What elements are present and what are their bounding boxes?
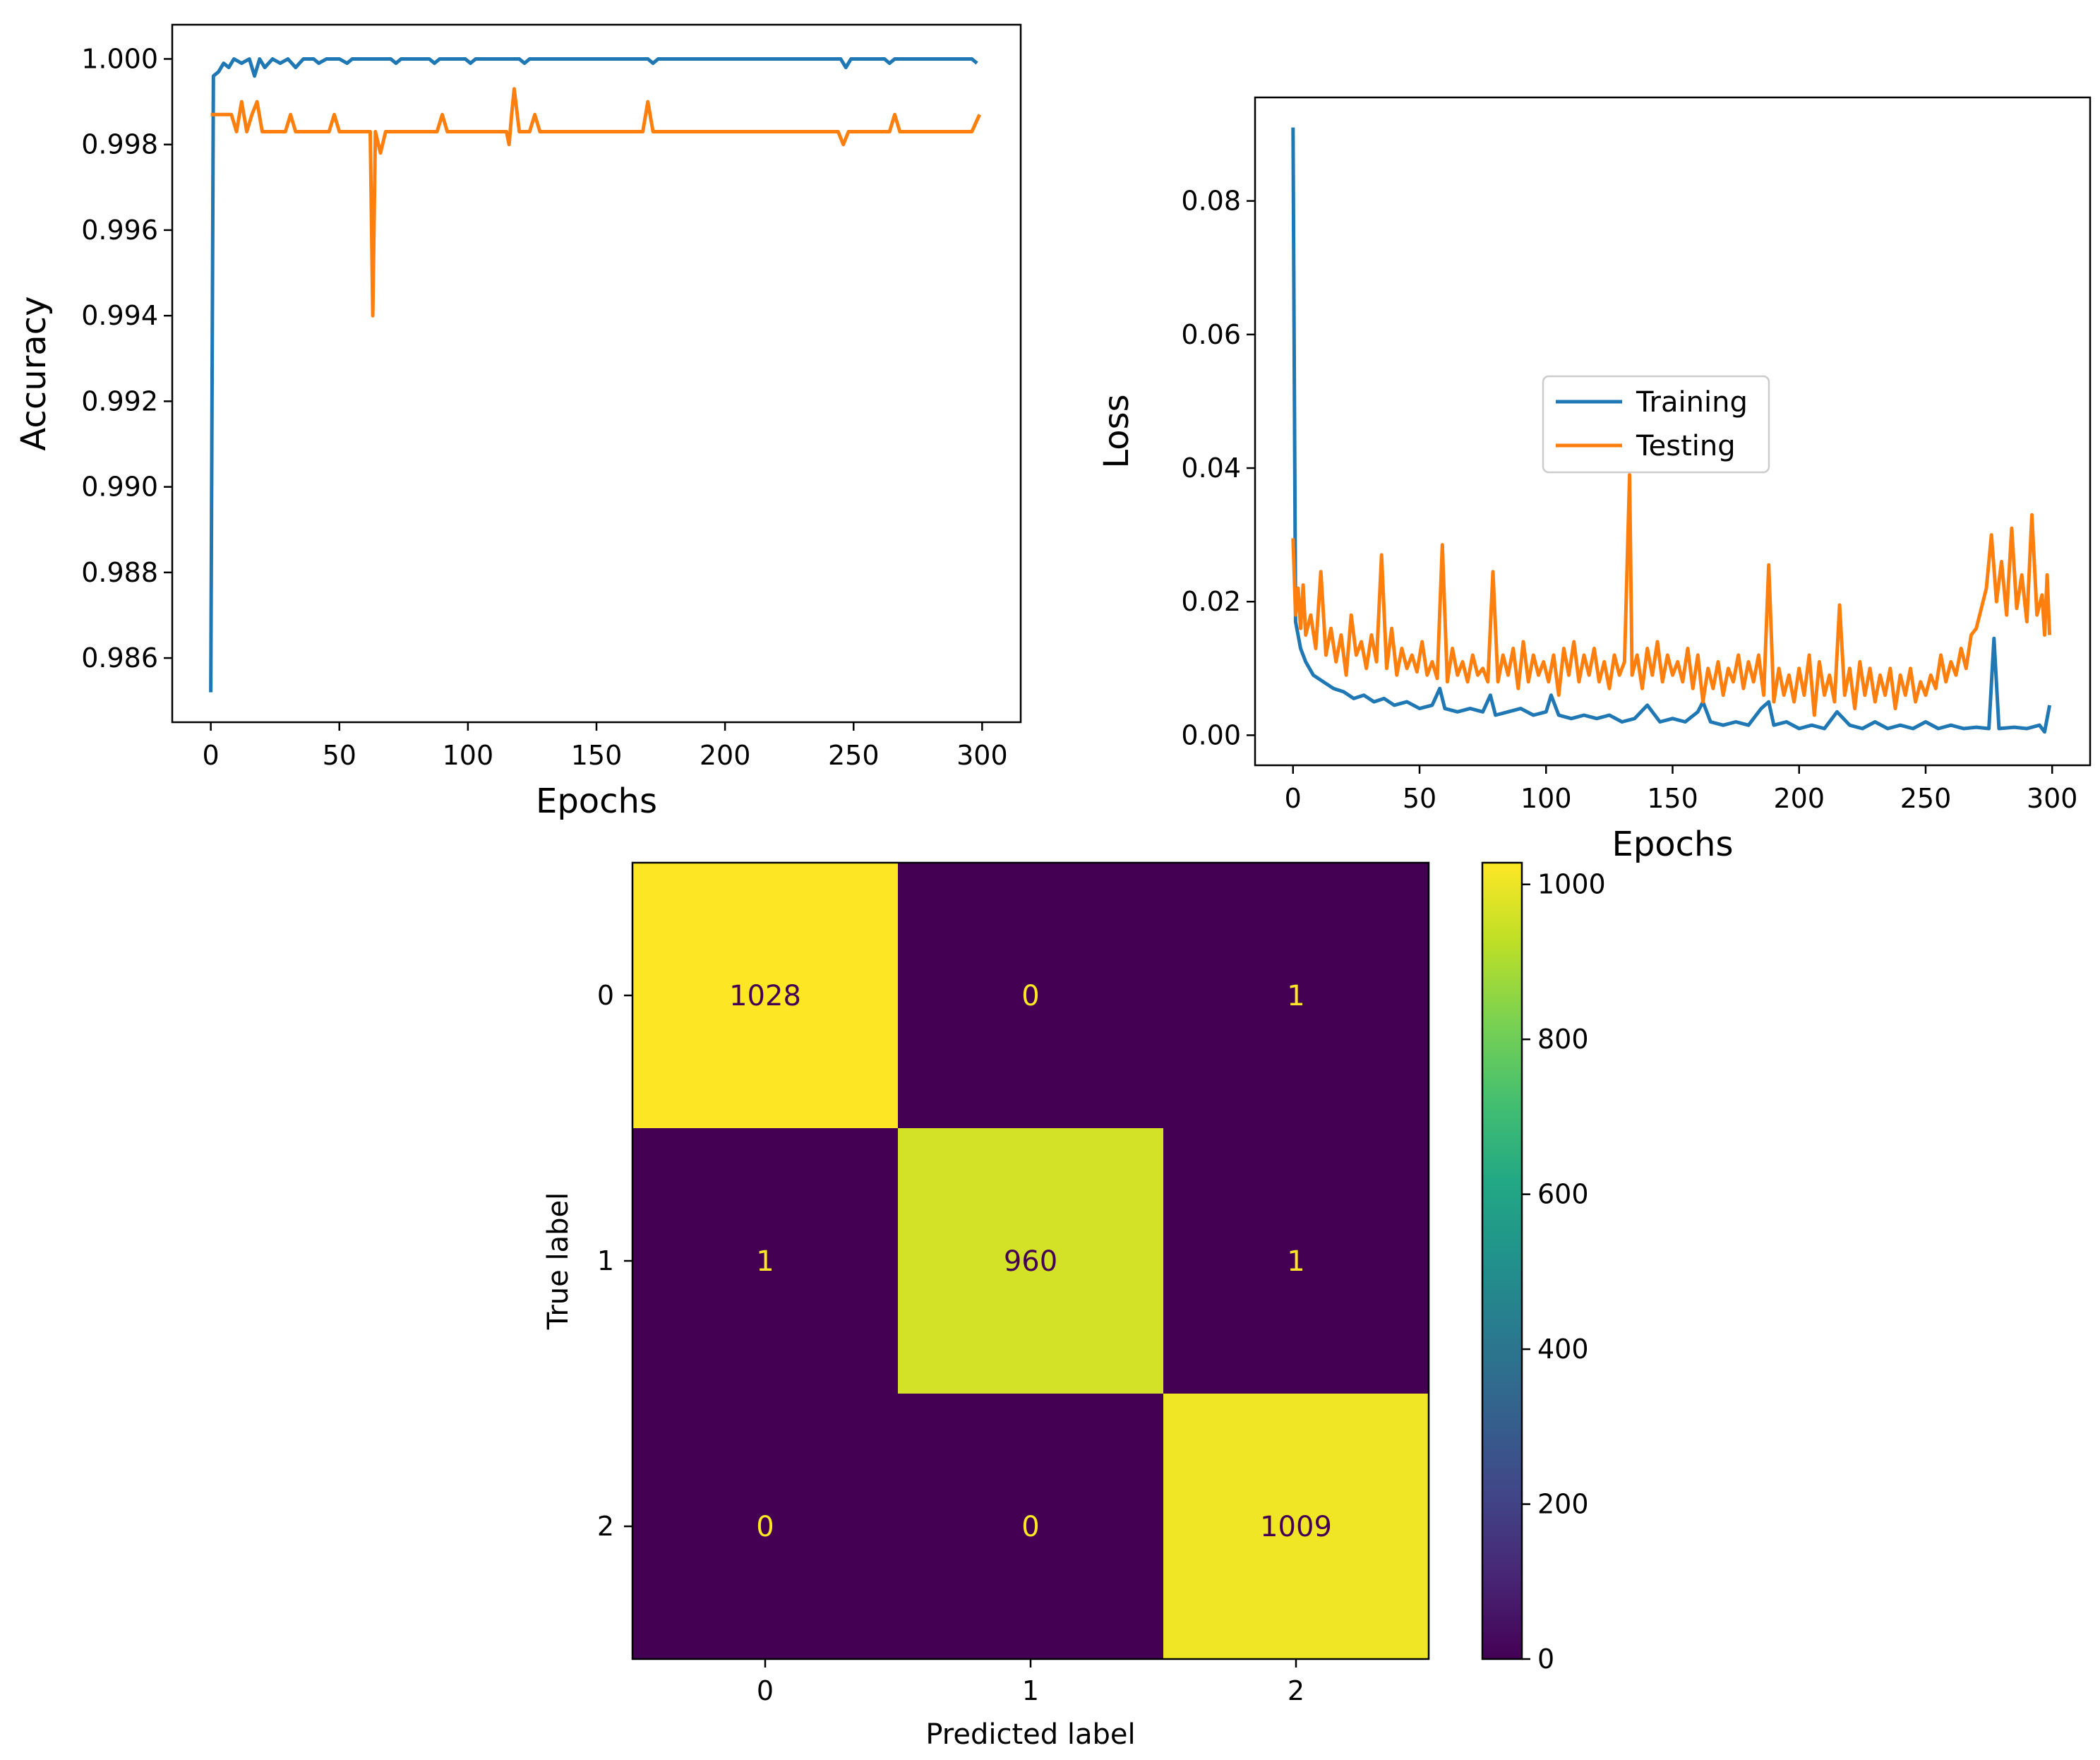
colorbar-tick-label: 1000 bbox=[1537, 869, 1606, 900]
x-tick-label: 300 bbox=[956, 740, 1008, 771]
series-line-training bbox=[209, 57, 978, 693]
x-axis-label: Epochs bbox=[1612, 825, 1734, 864]
y-tick-label: 0.00 bbox=[1181, 719, 1241, 750]
y-tick-label: 0.990 bbox=[81, 472, 158, 503]
x-tick-label: 300 bbox=[2027, 783, 2078, 814]
cell-value: 0 bbox=[1021, 1511, 1039, 1543]
matrix-cell bbox=[632, 1128, 899, 1394]
x-axis-label: Predicted label bbox=[925, 1718, 1135, 1751]
x-tick-label: 250 bbox=[1900, 783, 1952, 814]
colorbar-tick-label: 0 bbox=[1537, 1644, 1554, 1675]
x-tick-label: 100 bbox=[1520, 783, 1572, 814]
line-chart-loss: 0 50 100 150 200 250 300 0.00 0.02 0.04 0.06 0.08 Ep… bbox=[1097, 96, 2092, 864]
y-tick-label: 0 bbox=[597, 980, 614, 1011]
y-axis-label: True label bbox=[542, 1192, 575, 1330]
matrix-cell bbox=[1163, 863, 1429, 1129]
y-tick-label: 0.992 bbox=[81, 385, 158, 417]
legend-label-training: Training bbox=[1636, 386, 1748, 419]
y-axis-label: Loss bbox=[1097, 394, 1136, 468]
y-tick-label: 0.06 bbox=[1181, 319, 1241, 350]
matrix-cell bbox=[1163, 1394, 1429, 1660]
x-tick-label: 1 bbox=[1022, 1675, 1039, 1706]
cell-value: 1 bbox=[756, 1245, 774, 1278]
matrix-cell bbox=[632, 863, 899, 1129]
x-axis-label: Epochs bbox=[536, 782, 657, 821]
matrix-cell bbox=[898, 863, 1164, 1129]
cell-value: 1 bbox=[1287, 980, 1304, 1012]
cell-value: 1 bbox=[1287, 1245, 1304, 1278]
series-line-testing bbox=[210, 87, 981, 318]
x-tick-label: 0 bbox=[203, 740, 220, 771]
y-tick-label: 0.998 bbox=[81, 129, 158, 160]
x-tick-label: 50 bbox=[1403, 783, 1436, 814]
series-line-training bbox=[1291, 127, 2052, 734]
y-tick-label: 0.08 bbox=[1181, 186, 1241, 217]
line-chart-accuracy: 0 50 100 150 200 250 300 0.986 0.988 0.990 0.992 0.… bbox=[14, 23, 1022, 821]
matrix-cell bbox=[898, 1128, 1164, 1394]
legend-label-testing: Testing bbox=[1636, 430, 1736, 462]
series-line-testing bbox=[1291, 473, 2052, 717]
confusion-matrix: 1028 0 1 1 960 1 0 0 1009 0 1 2 0 1 2 Predicted label Tr… bbox=[542, 861, 1430, 1751]
x-tick-label: 100 bbox=[443, 740, 494, 771]
cell-value: 0 bbox=[1021, 980, 1039, 1012]
matrix-cell bbox=[632, 1394, 899, 1660]
cell-value: 1028 bbox=[729, 980, 801, 1012]
y-tick-label: 1 bbox=[597, 1245, 614, 1276]
x-tick-label: 50 bbox=[323, 740, 356, 771]
legend: Training Testing bbox=[1542, 375, 1770, 474]
x-tick-label: 200 bbox=[1773, 783, 1825, 814]
y-tick-label: 0.02 bbox=[1181, 586, 1241, 617]
x-tick-label: 2 bbox=[1288, 1675, 1304, 1706]
colorbar-tick-label: 800 bbox=[1537, 1024, 1589, 1055]
y-axis-label: Accuracy bbox=[14, 296, 54, 450]
cell-value: 1009 bbox=[1260, 1511, 1332, 1543]
cell-value: 960 bbox=[1004, 1245, 1057, 1278]
y-tick-label: 0.04 bbox=[1181, 453, 1241, 484]
y-tick-label: 0.994 bbox=[81, 300, 158, 331]
colorbar: 0 200 400 600 800 1000 bbox=[1481, 861, 1606, 1675]
x-tick-label: 150 bbox=[1647, 783, 1698, 814]
x-tick-label: 250 bbox=[828, 740, 880, 771]
x-tick-label: 0 bbox=[1285, 783, 1302, 814]
x-tick-label: 200 bbox=[700, 740, 751, 771]
matrix-cell bbox=[898, 1394, 1164, 1660]
y-tick-label: 0.986 bbox=[81, 642, 158, 674]
colorbar-tick-label: 200 bbox=[1537, 1489, 1589, 1520]
cell-value: 0 bbox=[756, 1511, 774, 1543]
y-tick-label: 2 bbox=[597, 1511, 614, 1542]
y-tick-label: 0.996 bbox=[81, 215, 158, 246]
y-tick-label: 0.988 bbox=[81, 557, 158, 588]
colorbar-tick-label: 600 bbox=[1537, 1179, 1589, 1210]
colorbar-tick-label: 400 bbox=[1537, 1334, 1589, 1365]
matrix-cell bbox=[1163, 1128, 1429, 1394]
colorbar-gradient bbox=[1481, 861, 1523, 1660]
x-tick-label: 0 bbox=[757, 1675, 774, 1706]
plot-frame bbox=[171, 23, 1022, 724]
x-tick-label: 150 bbox=[571, 740, 623, 771]
y-tick-label: 1.000 bbox=[81, 43, 158, 74]
